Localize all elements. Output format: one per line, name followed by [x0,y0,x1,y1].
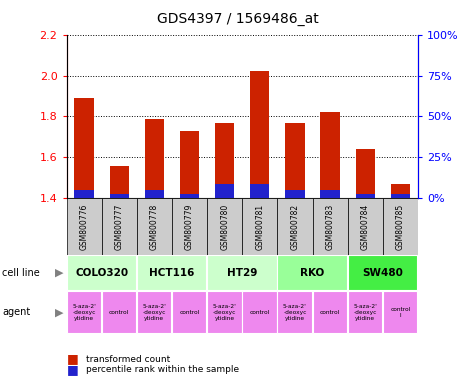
Bar [172,291,207,333]
Text: HT29: HT29 [227,268,257,278]
Bar [383,199,418,255]
Bar [313,199,348,255]
Text: 5-aza-2'
-deoxyc
ytidine: 5-aza-2' -deoxyc ytidine [213,304,237,321]
Bar [285,190,304,199]
Text: percentile rank within the sample: percentile rank within the sample [86,365,238,374]
Bar [110,194,129,199]
Text: cell line: cell line [2,268,40,278]
Text: GSM800776: GSM800776 [80,204,88,250]
Text: RKO: RKO [300,268,325,278]
Text: GSM800783: GSM800783 [326,204,334,250]
Bar [172,199,207,255]
Text: transformed count: transformed count [86,354,170,364]
Text: ▶: ▶ [55,268,63,278]
Text: GSM800784: GSM800784 [361,204,370,250]
Bar [66,291,101,333]
Bar [137,199,172,255]
Text: 5-aza-2'
-deoxyc
ytidine: 5-aza-2' -deoxyc ytidine [283,304,307,321]
Bar [242,291,277,333]
Text: GSM800780: GSM800780 [220,204,229,250]
Bar [215,122,234,199]
Text: control: control [320,310,340,315]
Bar [321,190,340,199]
Bar [66,255,136,290]
Bar [102,291,136,333]
Bar [137,255,207,290]
Bar [321,113,340,199]
Bar [180,194,199,199]
Bar [250,71,269,199]
Bar [277,255,347,290]
Text: ■: ■ [66,363,78,376]
Text: GSM800781: GSM800781 [256,204,264,250]
Text: SW480: SW480 [362,268,403,278]
Text: control: control [180,310,200,315]
Bar [242,199,277,255]
Bar [145,119,164,199]
Bar [207,199,242,255]
Text: COLO320: COLO320 [75,268,128,278]
Bar [391,184,410,199]
Text: GDS4397 / 1569486_at: GDS4397 / 1569486_at [157,12,318,25]
Bar [137,291,171,333]
Text: control: control [250,310,270,315]
Text: GSM800785: GSM800785 [396,204,405,250]
Bar [215,184,234,199]
Bar [75,190,94,199]
Bar [313,291,347,333]
Text: ■: ■ [66,353,78,366]
Text: control
l: control l [390,307,410,318]
Bar [356,194,375,199]
Bar [207,255,277,290]
Bar [207,291,242,333]
Bar [277,199,313,255]
Bar [348,255,418,290]
Bar [180,131,199,199]
Text: GSM800778: GSM800778 [150,204,159,250]
Text: ▶: ▶ [55,307,63,317]
Text: GSM800777: GSM800777 [115,204,124,250]
Text: 5-aza-2'
-deoxyc
ytidine: 5-aza-2' -deoxyc ytidine [353,304,377,321]
Bar [75,98,94,199]
Bar [383,291,418,333]
Text: agent: agent [2,307,30,317]
Bar [110,166,129,199]
Bar [102,199,137,255]
Bar [66,199,102,255]
Bar [356,149,375,199]
Text: 5-aza-2'
-deoxyc
ytidine: 5-aza-2' -deoxyc ytidine [72,304,96,321]
Bar [145,190,164,199]
Bar [285,122,304,199]
Text: HCT116: HCT116 [149,268,195,278]
Bar [277,291,312,333]
Text: GSM800782: GSM800782 [291,204,299,250]
Text: 5-aza-2'
-deoxyc
ytidine: 5-aza-2' -deoxyc ytidine [142,304,166,321]
Bar [250,184,269,199]
Text: control: control [109,310,129,315]
Bar [391,194,410,199]
Bar [348,291,382,333]
Text: GSM800779: GSM800779 [185,204,194,250]
Bar [348,199,383,255]
